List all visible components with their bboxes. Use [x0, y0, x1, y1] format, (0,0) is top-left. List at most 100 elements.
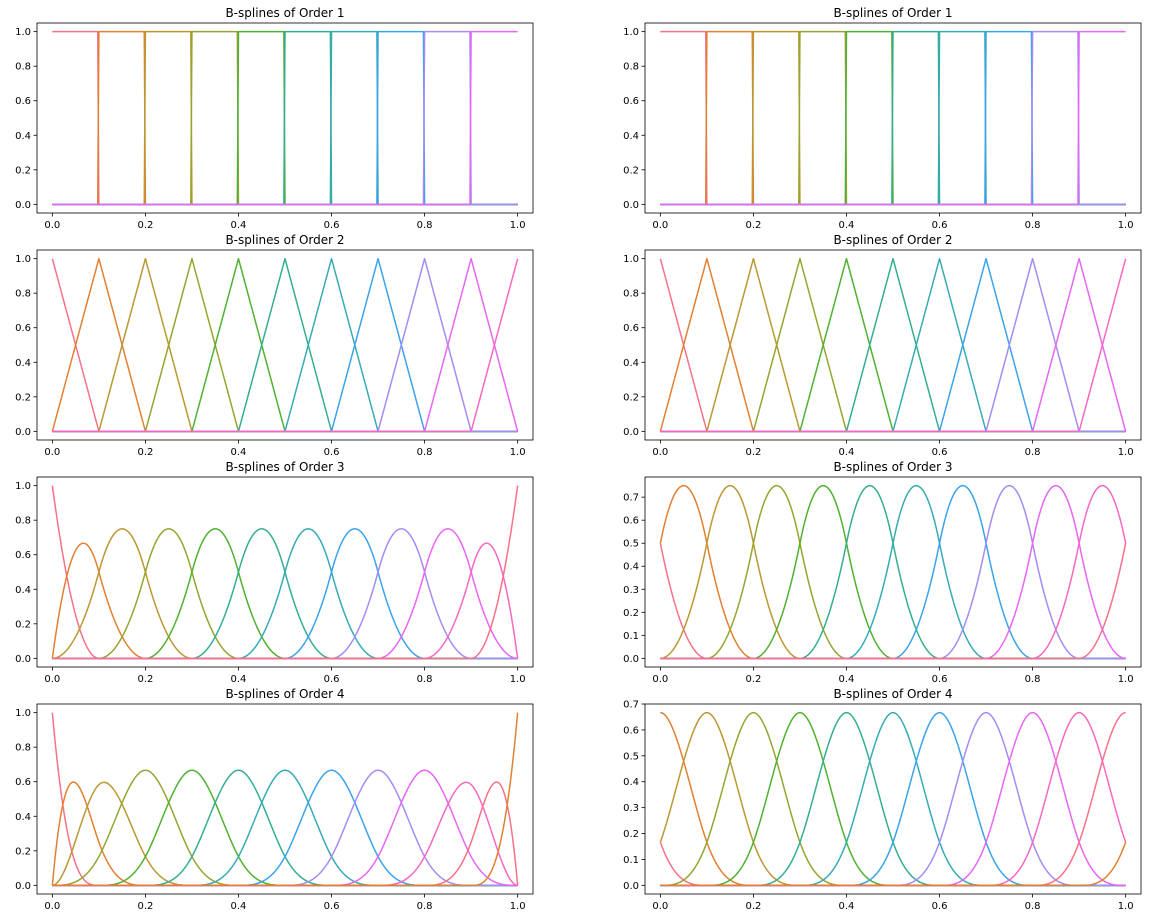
y-tick-label: 0.2: [623, 392, 639, 403]
y-tick-label: 0.4: [623, 131, 639, 142]
x-tick-label: 0.2: [137, 674, 153, 685]
y-tick-label: 0.0: [15, 881, 31, 892]
x-tick-label: 1.0: [510, 220, 526, 231]
curves: [659, 484, 1127, 660]
y-tick-label: 0.2: [15, 392, 31, 403]
y-tick-label: 0.2: [15, 846, 31, 857]
y-tick-label: 0.4: [623, 358, 639, 369]
series-line-11: [660, 711, 1127, 887]
x-tick-label: 0.6: [932, 674, 948, 685]
subplot-5: 0.0 0.2 0.4 0.6 0.8 1.0 0.0 0.2 0.4 0.6 0.8 1.0 B-sp…: [15, 460, 534, 685]
curves: [51, 257, 519, 433]
y-tick-label: 1.0: [15, 254, 31, 265]
x-tick-label: 0.6: [932, 220, 948, 231]
x-tick-label: 0.8: [1025, 674, 1041, 685]
series-line-13: [52, 712, 519, 887]
x-tick-label: 0.6: [932, 901, 948, 912]
y-tick-label: 0.6: [15, 777, 31, 788]
curves: [52, 30, 518, 206]
y-tick-label: 0.4: [15, 585, 31, 596]
y-tick-label: 0.8: [15, 289, 31, 300]
series-line-11: [660, 484, 1127, 660]
axes-frame: [644, 22, 1142, 214]
series-line-10: [52, 528, 518, 660]
series-line-10: [660, 711, 1126, 887]
subplot-title: B-splines of Order 2: [225, 233, 344, 247]
series-line-6: [52, 769, 518, 887]
series-line-4: [660, 711, 1126, 887]
y-tick-label: 0.8: [15, 62, 31, 73]
series-line-3: [52, 528, 518, 660]
series-line-6: [52, 528, 518, 660]
curves: [659, 257, 1127, 433]
series-line-10: [52, 30, 518, 206]
y-tick-label: 1.0: [15, 481, 31, 492]
series-line-11: [52, 258, 519, 433]
x-tick-label: 0.6: [324, 901, 340, 912]
x-tick-label: 1.0: [510, 901, 526, 912]
series-line-8: [660, 711, 1126, 887]
y-tick-label: 0.6: [623, 323, 639, 334]
x-tick-label: 0.8: [417, 447, 433, 458]
y-tick-label: 0.4: [15, 358, 31, 369]
y-tick-label: 0.4: [15, 131, 31, 142]
y-tick-label: 1.0: [623, 254, 639, 265]
series-line-2: [660, 711, 1126, 887]
series-line-11: [660, 258, 1127, 433]
x-tick-label: 0.0: [652, 901, 668, 912]
y-tick-label: 1.0: [623, 27, 639, 38]
series-line-12: [660, 711, 1126, 887]
x-tick-label: 0.8: [417, 220, 433, 231]
subplot-7: 0.0 0.2 0.4 0.6 0.8 1.0 0.0 0.2 0.4 0.6 0.8 1.0 B-sp…: [15, 687, 534, 912]
series-line-12: [52, 485, 519, 660]
x-tick-label: 0.2: [745, 220, 761, 231]
series-line-3: [659, 711, 1126, 887]
subplot-title: B-splines of Order 1: [225, 6, 344, 20]
x-tick-label: 0.6: [324, 447, 340, 458]
x-tick-label: 0.8: [1025, 901, 1041, 912]
y-tick-label: 1.0: [15, 27, 31, 38]
y-tick-label: 0.6: [15, 96, 31, 107]
y-tick-label: 0.0: [623, 200, 639, 211]
series-line-5: [660, 484, 1126, 660]
subplot-4: 0.0 0.2 0.4 0.6 0.8 1.0 0.0 0.2 0.4 0.6 0.8 1.0 B-sp…: [623, 233, 1142, 458]
x-tick-label: 0.4: [839, 901, 855, 912]
axes-frame: [36, 22, 534, 214]
x-tick-label: 1.0: [1118, 447, 1134, 458]
x-tick-label: 0.8: [417, 674, 433, 685]
series-line-8: [52, 769, 518, 887]
y-tick-label: 0.1: [623, 631, 639, 642]
series-line-12: [52, 781, 519, 887]
x-tick-label: 0.0: [44, 220, 60, 231]
x-tick-label: 1.0: [1118, 901, 1134, 912]
axes-frame: [644, 476, 1142, 668]
y-tick-label: 0.0: [623, 427, 639, 438]
x-tick-label: 0.0: [652, 447, 668, 458]
series-line-3: [660, 484, 1126, 660]
series-line-1: [659, 543, 1126, 660]
series-line-8: [660, 484, 1126, 660]
axes-frame: [644, 703, 1142, 895]
x-tick-label: 1.0: [510, 447, 526, 458]
subplot-3: 0.0 0.2 0.4 0.6 0.8 1.0 0.0 0.2 0.4 0.6 0.8 1.0 B-sp…: [15, 233, 534, 458]
axes-frame: [36, 249, 534, 441]
series-line-5: [52, 528, 518, 660]
x-tick-label: 0.2: [137, 447, 153, 458]
y-tick-label: 0.2: [15, 165, 31, 176]
y-tick-label: 0.2: [623, 829, 639, 840]
y-tick-label: 0.8: [15, 516, 31, 527]
y-tick-label: 0.0: [15, 654, 31, 665]
subplot-title: B-splines of Order 2: [833, 233, 952, 247]
series-line-13: [660, 841, 1127, 887]
axes-frame: [644, 249, 1142, 441]
series-line-4: [660, 484, 1126, 660]
series-line-2: [51, 542, 518, 660]
y-tick-label: 0.6: [623, 725, 639, 736]
subplot-title: B-splines of Order 1: [833, 6, 952, 20]
subplot-title: B-splines of Order 4: [225, 687, 344, 701]
y-tick-label: 0.7: [623, 493, 639, 504]
y-tick-label: 0.8: [623, 289, 639, 300]
y-tick-label: 0.4: [623, 562, 639, 573]
y-tick-label: 0.4: [15, 812, 31, 823]
